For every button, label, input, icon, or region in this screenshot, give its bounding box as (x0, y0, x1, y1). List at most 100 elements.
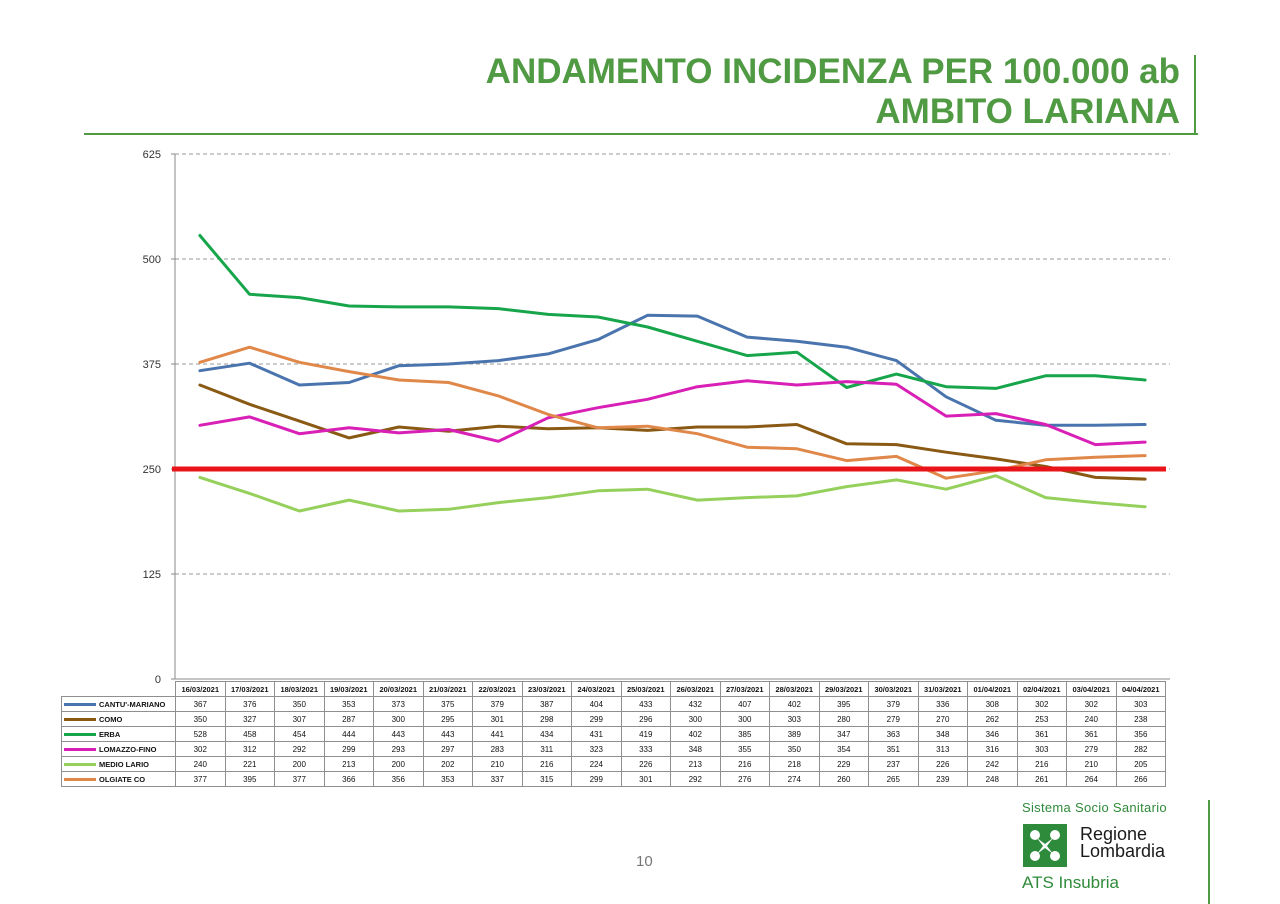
logo-vertical-bar (1208, 800, 1210, 904)
series-line (198, 379, 1147, 447)
date-header-cell: 01/04/2021 (967, 681, 1018, 697)
value-cell: 226 (620, 756, 671, 772)
y-tick-label: 0 (155, 674, 161, 686)
value-cell: 282 (1115, 741, 1166, 757)
title-line-2: AMBITO LARIANA (875, 92, 1180, 131)
value-cell: 458 (224, 726, 275, 742)
value-cell: 260 (818, 771, 869, 787)
value-cell: 363 (868, 726, 919, 742)
date-header-cell: 16/03/2021 (175, 681, 226, 697)
value-cell: 224 (571, 756, 622, 772)
table-row: LOMAZZO-FINO 302 312 292 299 293 297 283 311 323 3… (61, 741, 1166, 757)
date-header-cell: 30/03/2021 (868, 681, 919, 697)
value-cell: 351 (868, 741, 919, 757)
value-cell: 336 (917, 696, 968, 712)
series-line (198, 345, 1147, 480)
date-header-cell: 23/03/2021 (521, 681, 572, 697)
date-header-cell: 25/03/2021 (620, 681, 671, 697)
value-cell: 350 (769, 741, 820, 757)
value-cell: 221 (224, 756, 275, 772)
logo-tagline: Sistema Socio Sanitario (1022, 800, 1167, 815)
date-header-cell: 02/04/2021 (1016, 681, 1067, 697)
value-cell: 216 (521, 756, 572, 772)
value-cell: 240 (1066, 711, 1117, 727)
value-cell: 375 (422, 696, 473, 712)
value-cell: 379 (868, 696, 919, 712)
value-cell: 311 (521, 741, 572, 757)
value-cell: 299 (571, 711, 622, 727)
value-cell: 377 (175, 771, 226, 787)
date-header-cell: 26/03/2021 (670, 681, 721, 697)
series-name: ERBA (99, 729, 121, 739)
value-cell: 443 (422, 726, 473, 742)
logo-name-line-2: Lombardia (1080, 841, 1166, 861)
value-cell: 367 (175, 696, 226, 712)
value-cell: 300 (719, 711, 770, 727)
logo-name: Regione Lombardia (1080, 824, 1166, 861)
value-cell: 279 (868, 711, 919, 727)
table-row: OLGIATE CO 377 395 377 366 356 353 337 315 299 301… (61, 771, 1166, 787)
value-cell: 210 (472, 756, 523, 772)
date-header-cell: 18/03/2021 (274, 681, 325, 697)
value-cell: 261 (1016, 771, 1067, 787)
value-cell: 389 (769, 726, 820, 742)
date-header-cell: 28/03/2021 (769, 681, 820, 697)
value-cell: 404 (571, 696, 622, 712)
value-cell: 354 (818, 741, 869, 757)
value-cell: 218 (769, 756, 820, 772)
series-line (198, 383, 1147, 481)
value-cell: 303 (769, 711, 820, 727)
value-cell: 238 (1115, 711, 1166, 727)
value-cell: 353 (422, 771, 473, 787)
y-tick-label: 500 (143, 254, 161, 266)
series-label-cell: ERBA (61, 726, 176, 742)
series-line (198, 313, 1147, 427)
value-cell: 297 (422, 741, 473, 757)
value-cell: 312 (224, 741, 275, 757)
legend-key (64, 733, 96, 737)
value-cell: 444 (323, 726, 374, 742)
data-table: 16/03/2021 17/03/2021 18/03/2021 19/03/2021… (61, 681, 1166, 787)
value-cell: 348 (670, 741, 721, 757)
value-cell: 264 (1066, 771, 1117, 787)
value-cell: 361 (1016, 726, 1067, 742)
value-cell: 302 (1016, 696, 1067, 712)
value-cell: 298 (521, 711, 572, 727)
series-label-cell: MEDIO LARIO (61, 756, 176, 772)
value-cell: 302 (175, 741, 226, 757)
value-cell: 302 (1066, 696, 1117, 712)
value-cell: 350 (274, 696, 325, 712)
value-cell: 303 (1115, 696, 1166, 712)
value-cell: 376 (224, 696, 275, 712)
value-cell: 387 (521, 696, 572, 712)
legend-key (64, 778, 96, 782)
value-cell: 301 (472, 711, 523, 727)
value-cell: 210 (1066, 756, 1117, 772)
value-cell: 337 (472, 771, 523, 787)
title-underline (84, 133, 1198, 135)
series-label-cell: LOMAZZO-FINO (61, 741, 176, 757)
value-cell: 350 (175, 711, 226, 727)
value-cell: 316 (967, 741, 1018, 757)
value-cell: 303 (1016, 741, 1067, 757)
value-cell: 385 (719, 726, 770, 742)
value-cell: 434 (521, 726, 572, 742)
date-header-cell: 29/03/2021 (818, 681, 869, 697)
date-header-cell: 22/03/2021 (472, 681, 523, 697)
value-cell: 229 (818, 756, 869, 772)
value-cell: 216 (1016, 756, 1067, 772)
value-cell: 419 (620, 726, 671, 742)
value-cell: 432 (670, 696, 721, 712)
value-cell: 379 (472, 696, 523, 712)
value-cell: 200 (373, 756, 424, 772)
value-cell: 395 (818, 696, 869, 712)
value-cell: 402 (670, 726, 721, 742)
logo-name-line-1: Regione (1080, 824, 1148, 844)
value-cell: 402 (769, 696, 820, 712)
value-cell: 283 (472, 741, 523, 757)
value-cell: 356 (373, 771, 424, 787)
page-number: 10 (636, 853, 653, 870)
value-cell: 346 (967, 726, 1018, 742)
date-header-cell: 31/03/2021 (917, 681, 968, 697)
value-cell: 308 (967, 696, 1018, 712)
